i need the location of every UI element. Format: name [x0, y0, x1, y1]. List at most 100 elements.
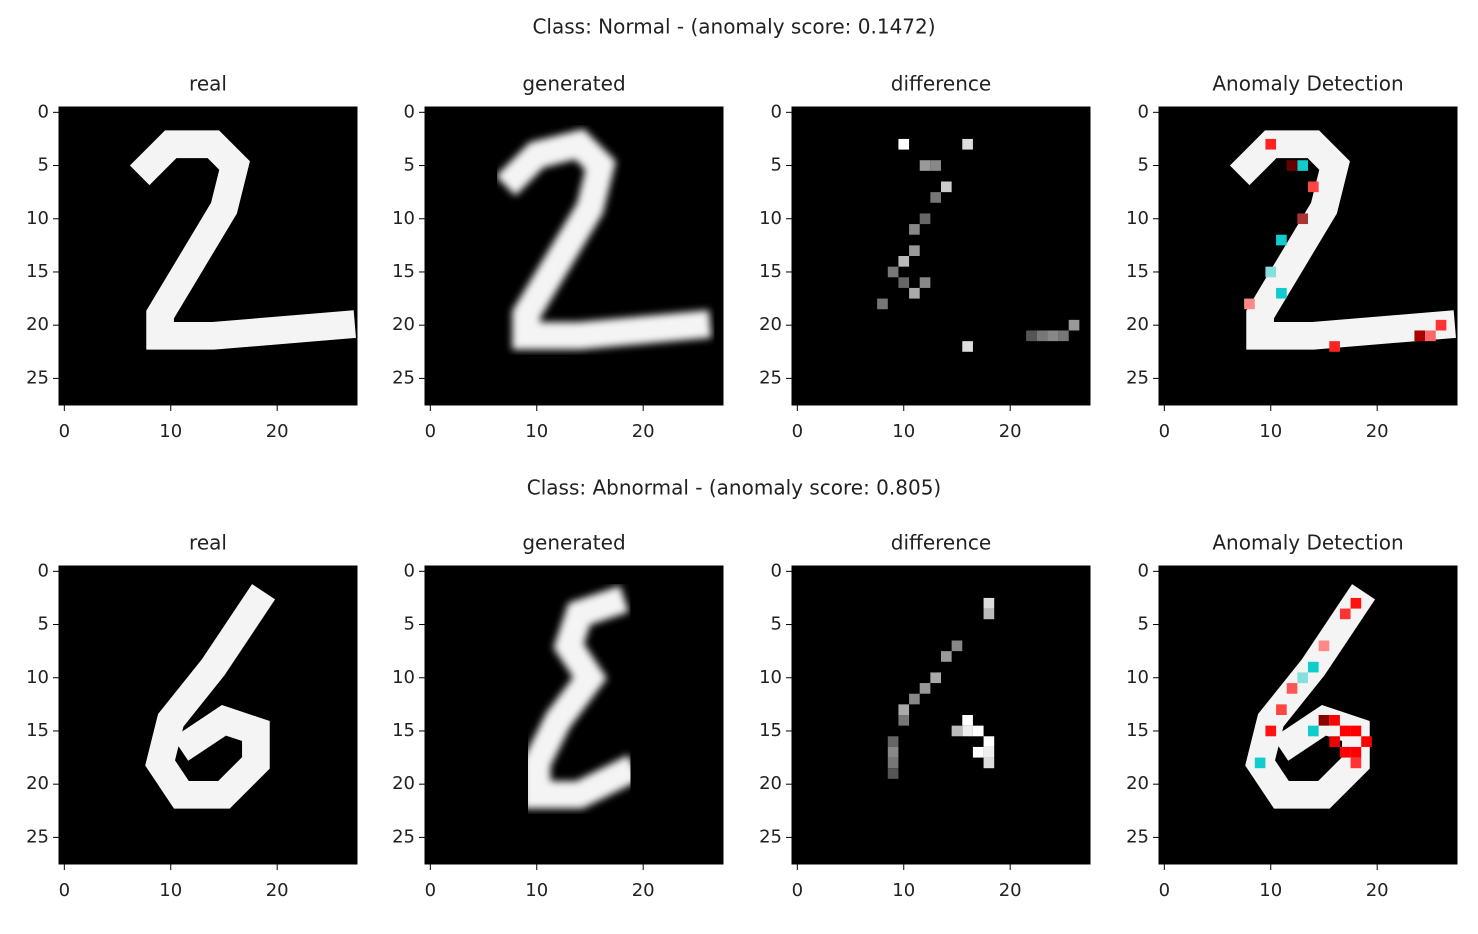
pixel	[1308, 725, 1319, 737]
y-tick-label: 20	[26, 314, 49, 335]
y-tick-label: 25	[26, 826, 49, 847]
row-title: Class: Abnormal - (anomaly score: 0.805)	[527, 476, 941, 500]
axes-title: generated	[522, 72, 625, 96]
axes-frame	[791, 565, 1091, 865]
axes-title: real	[189, 72, 227, 96]
y-tick-label: 5	[1138, 614, 1149, 635]
y-tick-label: 15	[26, 261, 49, 282]
pixel	[1339, 725, 1351, 737]
y-tick-label: 5	[38, 614, 49, 635]
pixel	[1068, 319, 1080, 331]
pixel	[930, 192, 941, 203]
image	[887, 597, 995, 779]
x-tick-label: 10	[892, 421, 915, 442]
pixel	[1339, 608, 1351, 620]
y-tick-label: 10	[759, 208, 782, 229]
pixel	[983, 608, 995, 620]
y-tick-label: 15	[759, 261, 782, 282]
row-title: Class: Normal - (anomaly score: 0.1472)	[532, 15, 935, 39]
x-tick-label: 20	[266, 421, 289, 442]
y-tick-label: 20	[759, 314, 782, 335]
x-tick-label: 10	[1259, 880, 1282, 901]
x-tick-label: 20	[1366, 421, 1389, 442]
pixel	[1276, 234, 1287, 246]
pixel	[887, 266, 899, 278]
x-tick-label: 0	[59, 880, 70, 901]
x-tick-label: 0	[425, 880, 436, 901]
y-tick-label: 10	[392, 667, 415, 688]
y-tick-label: 15	[1126, 261, 1149, 282]
pixel	[962, 138, 973, 150]
image	[522, 585, 641, 809]
pixel	[898, 256, 910, 267]
y-tick-label: 0	[38, 560, 49, 581]
y-tick-label: 10	[1126, 667, 1149, 688]
digit-stroke	[522, 585, 641, 809]
pixel	[909, 693, 920, 705]
pixel	[930, 672, 941, 684]
y-tick-label: 0	[771, 101, 782, 122]
y-tick-label: 25	[392, 826, 415, 847]
y-tick-label: 5	[404, 614, 415, 635]
y-tick-label: 25	[1126, 826, 1149, 847]
y-tick-label: 5	[771, 614, 782, 635]
image	[495, 128, 712, 350]
image	[129, 130, 356, 350]
y-tick-label: 15	[392, 261, 415, 282]
axes-title: difference	[891, 72, 991, 96]
y-tick-label: 20	[1126, 773, 1149, 794]
axes-frame	[424, 565, 724, 865]
pixel	[919, 683, 931, 694]
y-tick-label: 25	[26, 367, 49, 388]
pixel	[962, 725, 973, 737]
y-tick-label: 0	[1138, 101, 1149, 122]
x-tick-label: 0	[792, 880, 803, 901]
axes-frame	[791, 106, 1091, 406]
digit-stroke	[495, 128, 712, 350]
pixel	[898, 704, 910, 715]
x-tick-label: 0	[792, 421, 803, 442]
pixel	[983, 736, 995, 747]
axes-frame	[1158, 106, 1458, 406]
image	[145, 584, 276, 809]
pixel	[898, 277, 910, 288]
pixel	[1329, 715, 1340, 726]
x-tick-label: 20	[632, 880, 655, 901]
pixel	[1308, 661, 1319, 673]
axes-title: Anomaly Detection	[1212, 72, 1403, 96]
x-tick-label: 10	[1259, 421, 1282, 442]
axes-frame	[58, 565, 358, 865]
x-tick-label: 0	[425, 421, 436, 442]
y-tick-label: 25	[392, 367, 415, 388]
y-tick-label: 10	[1126, 208, 1149, 229]
pixel	[1435, 319, 1447, 331]
pixel	[887, 768, 899, 779]
pixel	[898, 715, 910, 726]
image	[877, 138, 1080, 352]
digit-stroke	[129, 130, 356, 350]
y-tick-label: 5	[1138, 155, 1149, 176]
x-tick-label: 10	[892, 880, 915, 901]
y-tick-label: 0	[404, 101, 415, 122]
y-tick-label: 20	[392, 773, 415, 794]
x-tick-label: 20	[999, 421, 1022, 442]
pixel	[1329, 736, 1340, 747]
x-tick-label: 20	[1366, 880, 1389, 901]
pixel	[1318, 715, 1330, 726]
y-tick-label: 5	[771, 155, 782, 176]
x-tick-label: 20	[999, 880, 1022, 901]
y-tick-label: 25	[759, 826, 782, 847]
axes-title: Anomaly Detection	[1212, 531, 1403, 555]
pixel	[909, 245, 920, 256]
image	[1229, 130, 1456, 352]
image-background	[792, 107, 1090, 405]
pixel	[887, 746, 899, 758]
y-tick-label: 0	[771, 560, 782, 581]
pixel	[1425, 330, 1436, 342]
pixel	[962, 715, 973, 726]
image-background	[792, 566, 1090, 864]
y-tick-label: 10	[392, 208, 415, 229]
pixel	[909, 287, 920, 299]
y-tick-label: 20	[26, 773, 49, 794]
pixel	[898, 138, 910, 150]
